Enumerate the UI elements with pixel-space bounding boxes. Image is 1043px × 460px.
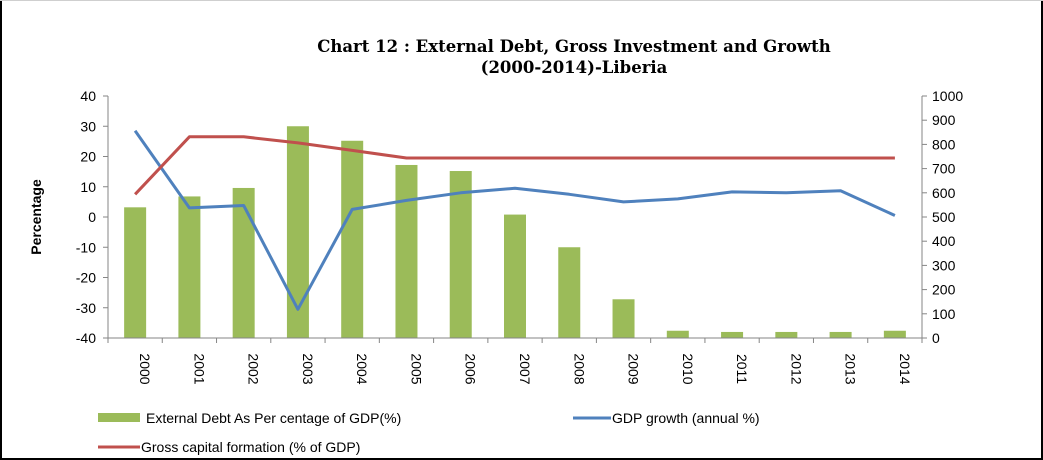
x-tick-label-2013: 2013 [843,353,859,384]
chart-subtitle: (2000-2014)-Liberia [481,58,668,77]
chart-frame-top-edge [0,0,1043,1]
x-tick-label-2006: 2006 [463,353,479,384]
legend-label-gdp-growth: GDP growth (annual %) [612,410,760,426]
right-tick-label: 200 [932,282,956,298]
left-tick-label: 10 [80,179,96,195]
left-tick-label: -20 [76,270,96,286]
legend-label-external-debt: External Debt As Per centage of GDP(%) [146,410,401,426]
bar-2013 [829,331,852,338]
bar-2002 [232,187,255,338]
left-tick-label: 0 [88,209,96,225]
bar-2004 [341,140,364,338]
left-tick-label: -30 [76,300,96,316]
right-tick-label: 600 [932,185,956,201]
x-tick-label-2009: 2009 [626,353,642,384]
right-tick-label: 1000 [932,88,963,104]
bar-series [124,126,906,338]
right-tick-label: 900 [932,112,956,128]
right-tick-label: 100 [932,306,956,322]
left-tick-label: 20 [80,149,96,165]
bar-2010 [666,330,689,338]
left-tick-label: 30 [80,118,96,134]
chart-title: Chart 12 : External Debt, Gross Investme… [317,37,831,56]
bar-2008 [558,247,581,338]
bar-2007 [504,214,526,338]
left-tick-label: -10 [76,239,96,255]
x-tick-label-2008: 2008 [571,353,587,384]
x-tick-label-2000: 2000 [137,353,153,384]
x-tick-label-2005: 2005 [408,353,424,384]
left-axis-ticks: 40 30 20 10 0 -10 -20 -30 -40 [76,88,108,346]
y-axis-label: Percentage [28,179,44,255]
bar-2009 [612,299,635,338]
gdp-growth-line [133,129,896,311]
right-tick-label: 800 [932,136,956,152]
bar-2006 [449,171,472,338]
x-axis-ticks: 2000 2001 2002 2003 2004 2005 2006 2007 2008 2009… [107,338,923,385]
bar-2014 [883,330,906,338]
x-tick-label-2010: 2010 [680,353,696,384]
bar-2000 [124,207,147,338]
right-tick-label: 700 [932,161,956,177]
right-tick-label: 300 [932,257,956,273]
x-tick-label-2014: 2014 [897,353,913,384]
right-tick-label: 0 [932,330,940,346]
x-tick-label-2002: 2002 [246,353,262,384]
gross-capital-line [134,135,895,196]
x-tick-label-2007: 2007 [517,353,533,384]
bar-2001 [178,196,201,338]
bar-2012 [775,331,798,338]
bar-2003 [286,126,309,338]
chart-frame-right-edge [1041,0,1043,460]
x-tick-label-2004: 2004 [354,353,370,384]
legend-label-gross-capital: Gross capital formation (% of GDP) [141,439,360,455]
x-tick-label-2003: 2003 [300,353,316,384]
legend: External Debt As Per centage of GDP(%) G… [98,410,760,455]
right-tick-label: 400 [932,233,956,249]
bar-2011 [721,331,744,338]
legend-swatch-external-debt [98,413,140,422]
line-series [133,129,896,311]
bar-2005 [395,164,418,338]
x-tick-label-2011: 2011 [734,354,750,384]
right-tick-label: 500 [932,209,956,225]
left-tick-label: -40 [76,330,96,346]
x-tick-label-2012: 2012 [788,353,804,384]
left-tick-label: 40 [80,88,96,104]
x-tick-label-2001: 2001 [191,353,207,384]
